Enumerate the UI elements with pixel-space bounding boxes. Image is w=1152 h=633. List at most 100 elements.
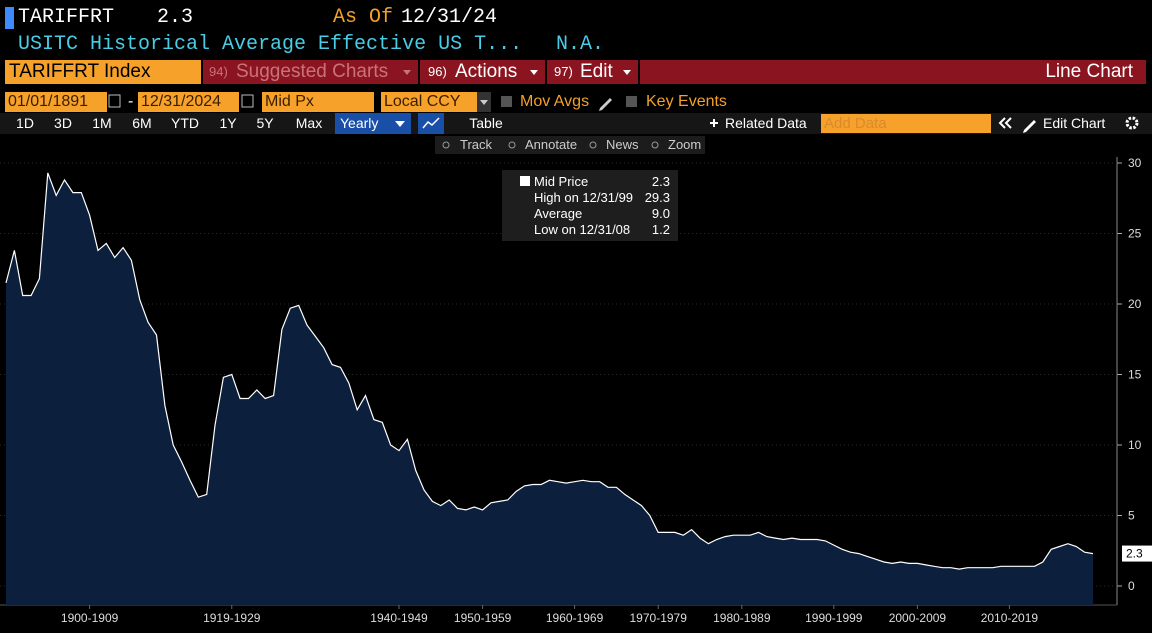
security-box[interactable] — [5, 60, 201, 84]
legend-swatch — [520, 176, 530, 186]
y-tick-label: 15 — [1128, 368, 1142, 382]
tool-icon — [651, 141, 659, 149]
menu-num[interactable]: 97) — [554, 64, 573, 79]
separator — [418, 60, 420, 84]
last-value-label: 2.3 — [1126, 547, 1143, 561]
last-value-box — [1122, 545, 1152, 562]
change: N.A. — [556, 33, 605, 56]
separator — [545, 60, 547, 84]
mov-avgs[interactable]: Mov Avgs — [520, 93, 590, 110]
checkbox[interactable] — [501, 96, 512, 107]
gear-icon[interactable] — [1125, 116, 1139, 130]
legend-label: Low on 12/31/08 — [534, 222, 631, 237]
tool-icon — [442, 141, 450, 149]
checkbox[interactable] — [626, 96, 637, 107]
y-tick-label: 20 — [1128, 297, 1142, 311]
security[interactable]: TARIFFRT Index — [9, 61, 151, 82]
pencil-icon — [1023, 120, 1036, 133]
control-icons — [108, 92, 637, 112]
ticker: TARIFFRT — [18, 6, 115, 29]
start-date[interactable]: 01/01/1891 — [5, 92, 107, 112]
end-date[interactable]: 12/31/2024 — [138, 92, 239, 112]
legend-label: Average — [534, 206, 583, 221]
as-of-date: 12/31/24 — [401, 6, 498, 29]
plus-icon — [710, 119, 718, 127]
menu-actions[interactable]: Actions — [455, 61, 518, 82]
area — [6, 172, 1093, 605]
range-button[interactable]: 3D — [54, 115, 72, 131]
key-events[interactable]: Key Events — [646, 93, 727, 110]
range-button[interactable]: 6M — [132, 115, 152, 131]
y-tick-label: 25 — [1128, 227, 1142, 241]
range-button[interactable]: Max — [295, 115, 323, 131]
separator — [638, 60, 640, 84]
menu-suggested[interactable]: Suggested Charts — [236, 61, 389, 82]
zoom[interactable]: Zoom — [668, 137, 702, 152]
range-icons — [395, 116, 1139, 133]
related-data[interactable]: Related Data — [725, 115, 807, 131]
dropdown-arrow — [395, 121, 405, 127]
legend-value: 2.3 — [651, 174, 670, 189]
x-tick-label: 1900-1909 — [61, 611, 119, 625]
x-tick-label: 1919-1929 — [203, 611, 261, 625]
y-tick-label: 0 — [1128, 579, 1135, 593]
legend-value: 9.0 — [651, 206, 670, 221]
legend-label: Mid Price — [534, 174, 589, 189]
range-button[interactable]: 1D — [16, 115, 34, 131]
tool-icon — [508, 141, 516, 149]
calendar-icon[interactable] — [108, 94, 121, 108]
dropdown-arrow — [623, 70, 631, 75]
date-separator: - — [128, 93, 134, 110]
as-of-label: As Of — [333, 6, 394, 29]
y-tick-label: 30 — [1128, 156, 1142, 170]
dropdown-arrow — [480, 100, 488, 105]
y-tick-label: 5 — [1128, 509, 1135, 523]
x-tick-label: 1940-1949 — [370, 611, 428, 625]
x-tick-label: 1980-1989 — [713, 611, 771, 625]
menu-edit[interactable]: Edit — [580, 61, 613, 82]
periodicity[interactable]: Yearly — [340, 115, 379, 131]
menu-num[interactable]: 96) — [428, 64, 447, 79]
line-chart-icon — [422, 117, 440, 129]
dropdown-arrow — [403, 70, 411, 75]
add-data[interactable]: Add Data — [821, 114, 991, 133]
chart-type[interactable]: Line Chart — [1045, 61, 1133, 82]
range-button[interactable]: YTD — [171, 115, 199, 131]
pencil-icon[interactable] — [599, 98, 612, 111]
menu-num[interactable]: 94) — [209, 64, 228, 79]
line — [5, 172, 1094, 570]
range-button[interactable]: 1M — [92, 115, 112, 131]
tool-icon — [589, 141, 597, 149]
dropdown-arrow — [530, 70, 538, 75]
range-button[interactable]: 5Y — [256, 115, 274, 131]
calendar-icon[interactable] — [241, 94, 254, 108]
x-tick-label: 1990-1999 — [805, 611, 863, 625]
periodicity-box[interactable] — [335, 113, 411, 134]
range-button[interactable]: 1Y — [219, 115, 237, 131]
legend-value: 1.2 — [651, 222, 670, 237]
field[interactable]: Mid Px — [262, 92, 374, 112]
annotate[interactable]: Annotate — [525, 137, 578, 152]
x-tick-label: 1960-1969 — [546, 611, 604, 625]
y-tick-label: 10 — [1128, 438, 1142, 452]
track[interactable]: Track — [460, 137, 493, 152]
x-tick-label: 2000-2009 — [889, 611, 947, 625]
x-tick-label: 2010-2019 — [981, 611, 1039, 625]
legend: Mid Price 2.3 High on 12/31/99 29.3 Aver… — [502, 170, 678, 241]
menu-arrows — [403, 70, 631, 75]
ticker-marker — [5, 7, 14, 29]
x-tick-label: 1950-1959 — [454, 611, 512, 625]
table-button[interactable]: Table — [469, 115, 503, 131]
legend-value: 29.3 — [644, 190, 670, 205]
edit-chart[interactable]: Edit Chart — [1043, 115, 1106, 131]
collapse-icon[interactable] — [998, 117, 1012, 129]
description: USITC Historical Average Effective US T.… — [18, 33, 523, 56]
currency[interactable]: Local CCY — [381, 92, 477, 112]
menu-bar — [203, 60, 1146, 84]
legend-label: High on 12/31/99 — [534, 190, 634, 205]
tool-bar — [435, 136, 705, 154]
news[interactable]: News — [606, 137, 639, 152]
